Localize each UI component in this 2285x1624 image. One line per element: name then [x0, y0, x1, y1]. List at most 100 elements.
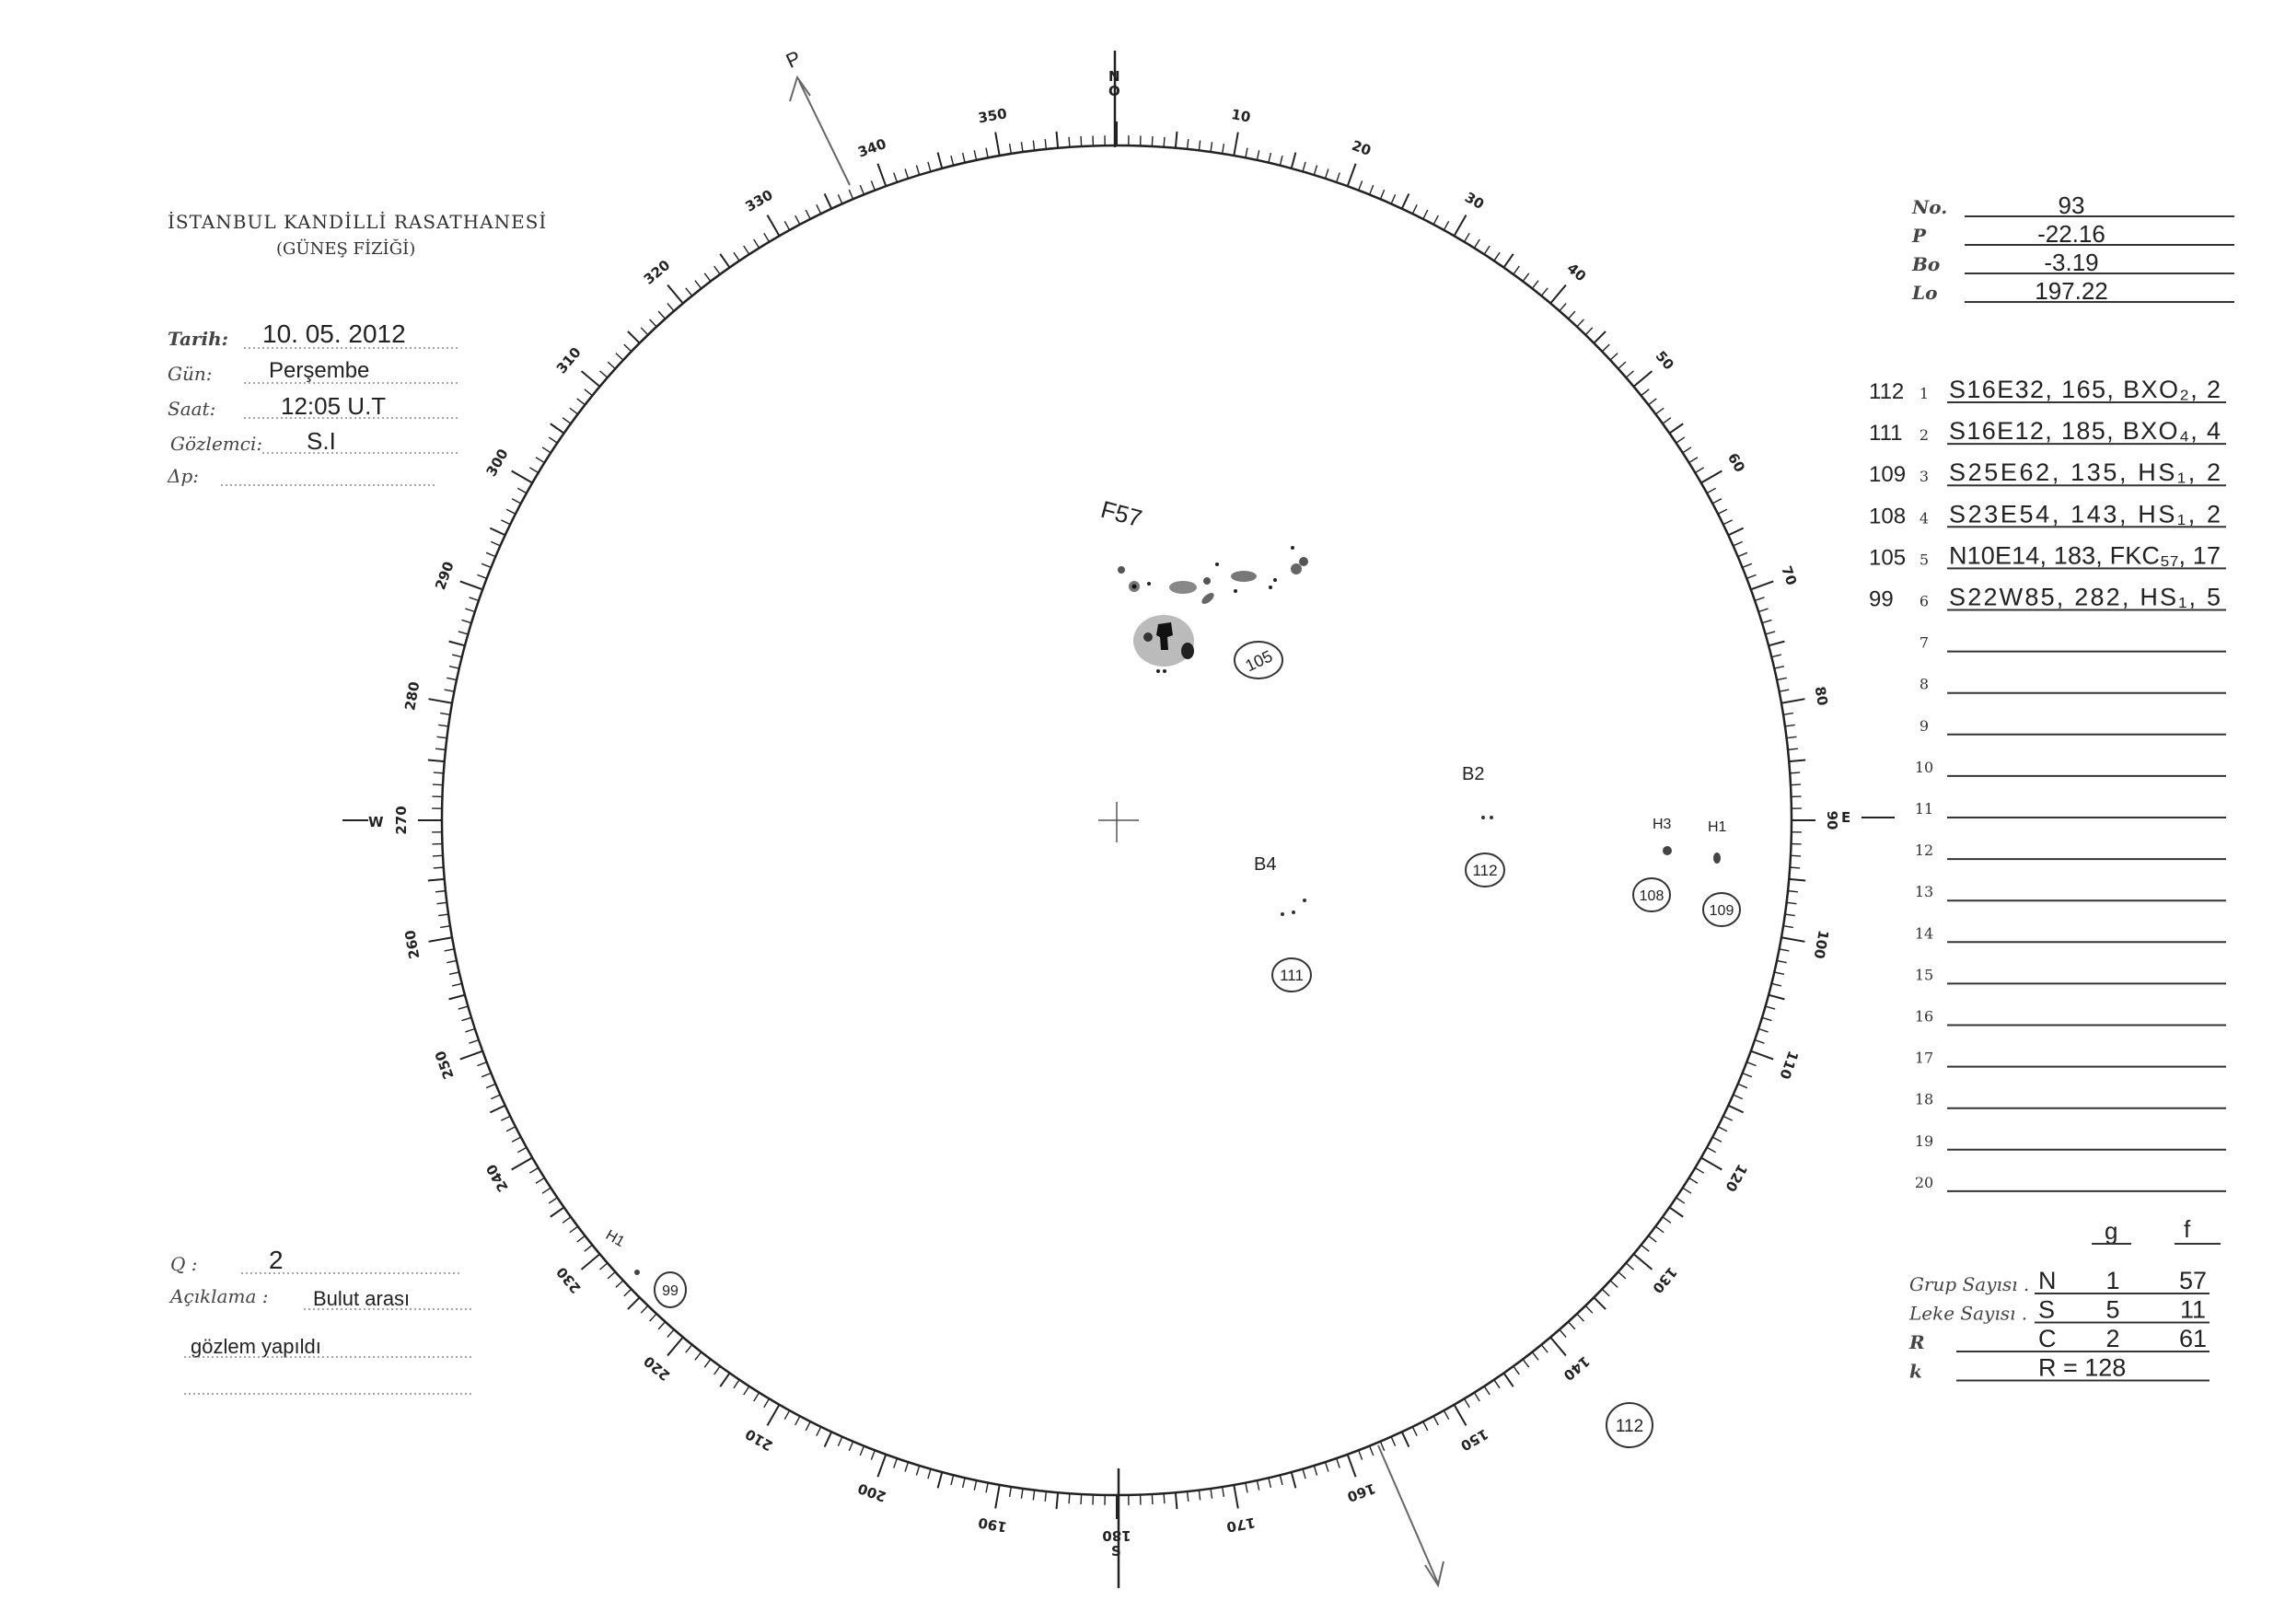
institution-subtitle: (GÜNEŞ FİZİĞİ): [276, 238, 415, 259]
scale-tick: [1584, 1305, 1594, 1314]
row-number: 7: [1920, 634, 1929, 652]
scale-tick: [1163, 136, 1166, 147]
scale-tick: [703, 273, 712, 283]
scale-tick: [1245, 1482, 1248, 1493]
scale-tick: [1567, 1321, 1576, 1330]
scale-tick: [1502, 253, 1514, 269]
scale-tick: [1733, 1094, 1743, 1100]
scale-tick: [876, 1454, 887, 1478]
scale-tick: [753, 238, 760, 249]
scale-tick: [1279, 1475, 1283, 1486]
group-row: 111 2 S16E12, 185, BXO₄, 4: [1869, 417, 2226, 446]
scale-tick: [550, 423, 565, 435]
group-row: 15: [1915, 966, 2226, 985]
scale-tick: [1559, 303, 1567, 312]
scale-tick: [1790, 854, 1802, 857]
q-label: Q :: [170, 1253, 198, 1275]
scale-tick: [511, 498, 522, 505]
scale-tick: [1198, 140, 1201, 151]
scale-tick: [1676, 436, 1686, 444]
scale-label: 110: [1776, 1049, 1802, 1082]
scale-tick: [1044, 1491, 1048, 1502]
scale-tick: [1493, 251, 1501, 261]
group-entry: S16E32, 165, BXO₂, 2: [1949, 376, 2221, 403]
scale-tick: [1688, 457, 1699, 464]
scale-label: 170: [1225, 1514, 1257, 1536]
scale-tick: [1737, 1083, 1748, 1089]
scale-tick: [1313, 1465, 1318, 1476]
scale-tick: [1768, 993, 1785, 1001]
totals-table: g f: [2092, 1215, 2221, 1245]
scale-tick: [816, 203, 822, 215]
scale-tick: [1080, 135, 1083, 147]
scale-tick: [1256, 150, 1260, 161]
west-label: W: [368, 814, 384, 830]
scale-tick: [451, 982, 462, 987]
spot-label-b2: B2: [1462, 764, 1484, 784]
scale-tick: [1765, 1005, 1776, 1010]
row-number: 4: [1920, 509, 1929, 527]
scale-label: 140: [1560, 1352, 1594, 1384]
scale-tick: [438, 724, 449, 727]
scale-tick: [1593, 331, 1606, 344]
scale-tick: [1757, 608, 1769, 613]
scale-tick: [1780, 936, 1805, 943]
scale-tick: [1779, 948, 1790, 952]
scale-label: 30: [1462, 189, 1487, 213]
row-number: 16: [1915, 1008, 1933, 1026]
group-row: 18: [1915, 1091, 2226, 1109]
scale-tick: [915, 165, 921, 176]
totals-g: 2: [2105, 1325, 2119, 1352]
scale-tick: [1733, 540, 1743, 547]
scale-tick: [1313, 165, 1318, 176]
totals-row: Grup Sayısı . N 1 57: [1909, 1267, 2210, 1295]
scale-tick: [1335, 172, 1340, 183]
scale-label: 250: [432, 1049, 458, 1082]
scale-tick: [657, 310, 667, 319]
scale-tick: [569, 407, 579, 415]
scale-tick: [667, 1328, 675, 1338]
group-circle-111: 111: [1271, 957, 1312, 992]
scale-tick: [1549, 284, 1567, 305]
scale-tick: [703, 1358, 712, 1368]
totals-g: 5: [2105, 1296, 2119, 1324]
scale-tick: [1390, 194, 1397, 204]
scale-tick: [1346, 163, 1357, 187]
group-number: 105: [1869, 545, 1906, 570]
scale-tick: [569, 1225, 579, 1234]
scale-tick: [1776, 677, 1787, 681]
scale-tick: [1422, 1421, 1429, 1432]
north-label-2: O: [1108, 83, 1120, 99]
svg-text:99: 99: [662, 1283, 679, 1299]
scale-label: 70: [1778, 563, 1800, 587]
scale-tick: [733, 1379, 740, 1389]
row-number: 20: [1915, 1174, 1933, 1191]
scale-tick: [1737, 551, 1748, 558]
spot-label-h1: H1: [1708, 819, 1727, 835]
scale-tick: [973, 150, 978, 161]
group-row: 7: [1920, 634, 2226, 653]
svg-text:109: 109: [1710, 903, 1734, 919]
scale-tick: [1522, 273, 1530, 283]
scale-tick: [1032, 1490, 1036, 1501]
scale-tick: [1632, 370, 1653, 388]
scale-tick: [1618, 361, 1627, 370]
scale-tick: [743, 1386, 750, 1396]
scale-tick: [1080, 1493, 1083, 1505]
scale-tick: [1754, 1038, 1765, 1044]
scale-tick: [1774, 665, 1785, 669]
east-label: E: [1841, 809, 1850, 826]
row-number: 8: [1920, 676, 1929, 693]
scale-tick: [1346, 1454, 1357, 1478]
scale-tick: [713, 1365, 721, 1375]
scale-tick: [927, 1468, 932, 1479]
scale-label: 160: [1345, 1479, 1378, 1505]
scale-tick: [719, 253, 731, 269]
scale-tick: [1786, 901, 1797, 905]
scale-tick: [1784, 913, 1795, 917]
scale-tick: [1540, 1344, 1548, 1353]
scale-tick: [1694, 467, 1705, 474]
scale-tick: [489, 527, 506, 537]
scale-label: 20: [1350, 137, 1374, 159]
scale-tick: [1221, 144, 1225, 155]
